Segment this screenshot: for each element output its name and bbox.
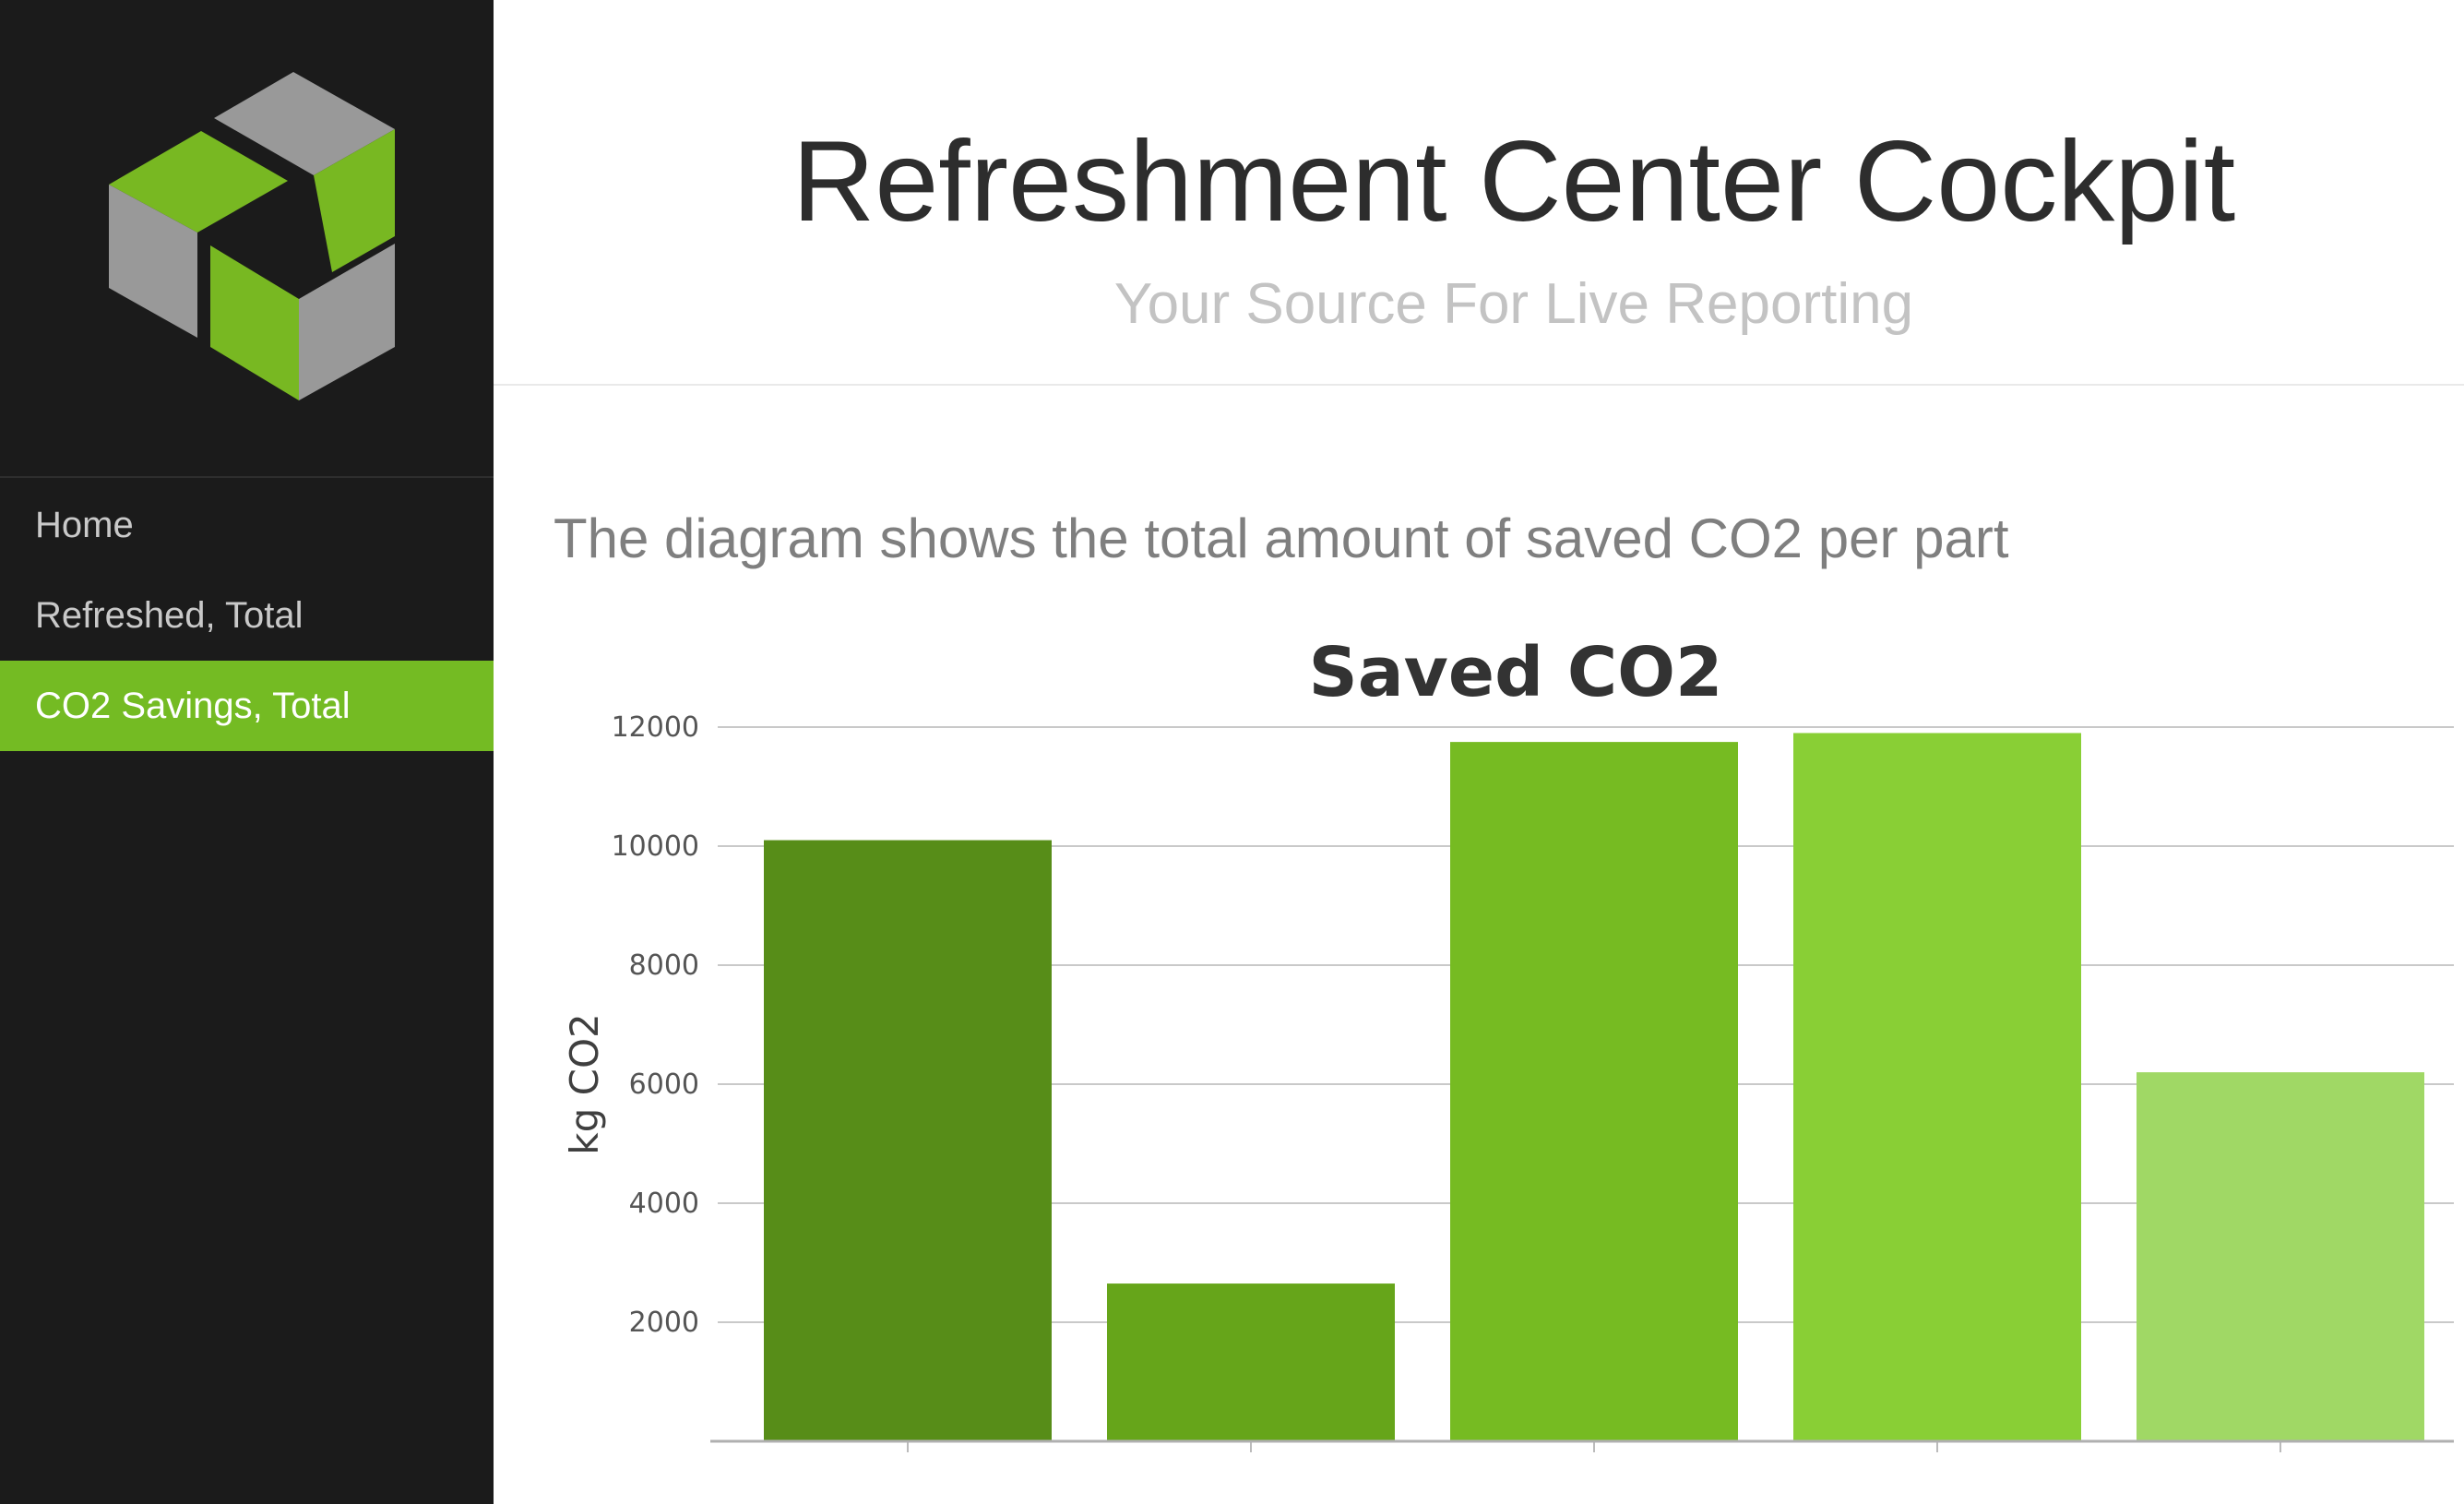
- bar-1[interactable]: [764, 840, 1052, 1441]
- chart-title: Saved CO2: [1308, 633, 1722, 712]
- sidebar-item-co2-savings-total[interactable]: CO2 Savings, Total: [0, 661, 494, 751]
- sidebar-item-refreshed-total[interactable]: Refreshed, Total: [35, 595, 304, 636]
- page-subtitle: Your Source For Live Reporting: [1113, 272, 1914, 336]
- page-header: Refreshment Center Cockpit Your Source F…: [494, 0, 2464, 386]
- y-tick-label: 10000: [612, 830, 699, 863]
- sidebar: Home Refreshed, Total CO2 Savings, Total: [0, 0, 494, 1504]
- sidebar-item-home[interactable]: Home: [35, 505, 134, 545]
- chart-description: The diagram shows the total amount of sa…: [554, 507, 2009, 569]
- bar-2[interactable]: [1107, 1283, 1395, 1441]
- chart-bars: [764, 733, 2424, 1441]
- y-tick-label: 6000: [629, 1068, 699, 1101]
- x-axis: [710, 1439, 2454, 1452]
- bar-4[interactable]: [1793, 733, 2081, 1441]
- y-axis-title: kg CO2: [562, 1013, 607, 1154]
- y-tick-label: 8000: [629, 949, 699, 982]
- page-title: Refreshment Center Cockpit: [792, 118, 2236, 245]
- bar-5[interactable]: [2137, 1072, 2424, 1441]
- bar-3[interactable]: [1450, 742, 1738, 1441]
- chart-canvas: Saved CO2 2000 4000 6000 8000 10000 12000 kg …: [562, 633, 2454, 1452]
- sidebar-nav: Home Refreshed, Total CO2 Savings, Total: [0, 480, 494, 751]
- logo-area: [0, 0, 494, 478]
- y-tick-label: 4000: [629, 1188, 699, 1220]
- co2-bar-chart: Saved CO2 2000 4000 6000 8000 10000 12000 kg …: [517, 609, 2464, 1504]
- y-axis-ticks: 2000 4000 6000 8000 10000 12000: [612, 711, 699, 1339]
- y-tick-label: 2000: [629, 1307, 699, 1339]
- cube-logo-icon[interactable]: [109, 72, 397, 400]
- y-tick-label: 12000: [612, 711, 699, 744]
